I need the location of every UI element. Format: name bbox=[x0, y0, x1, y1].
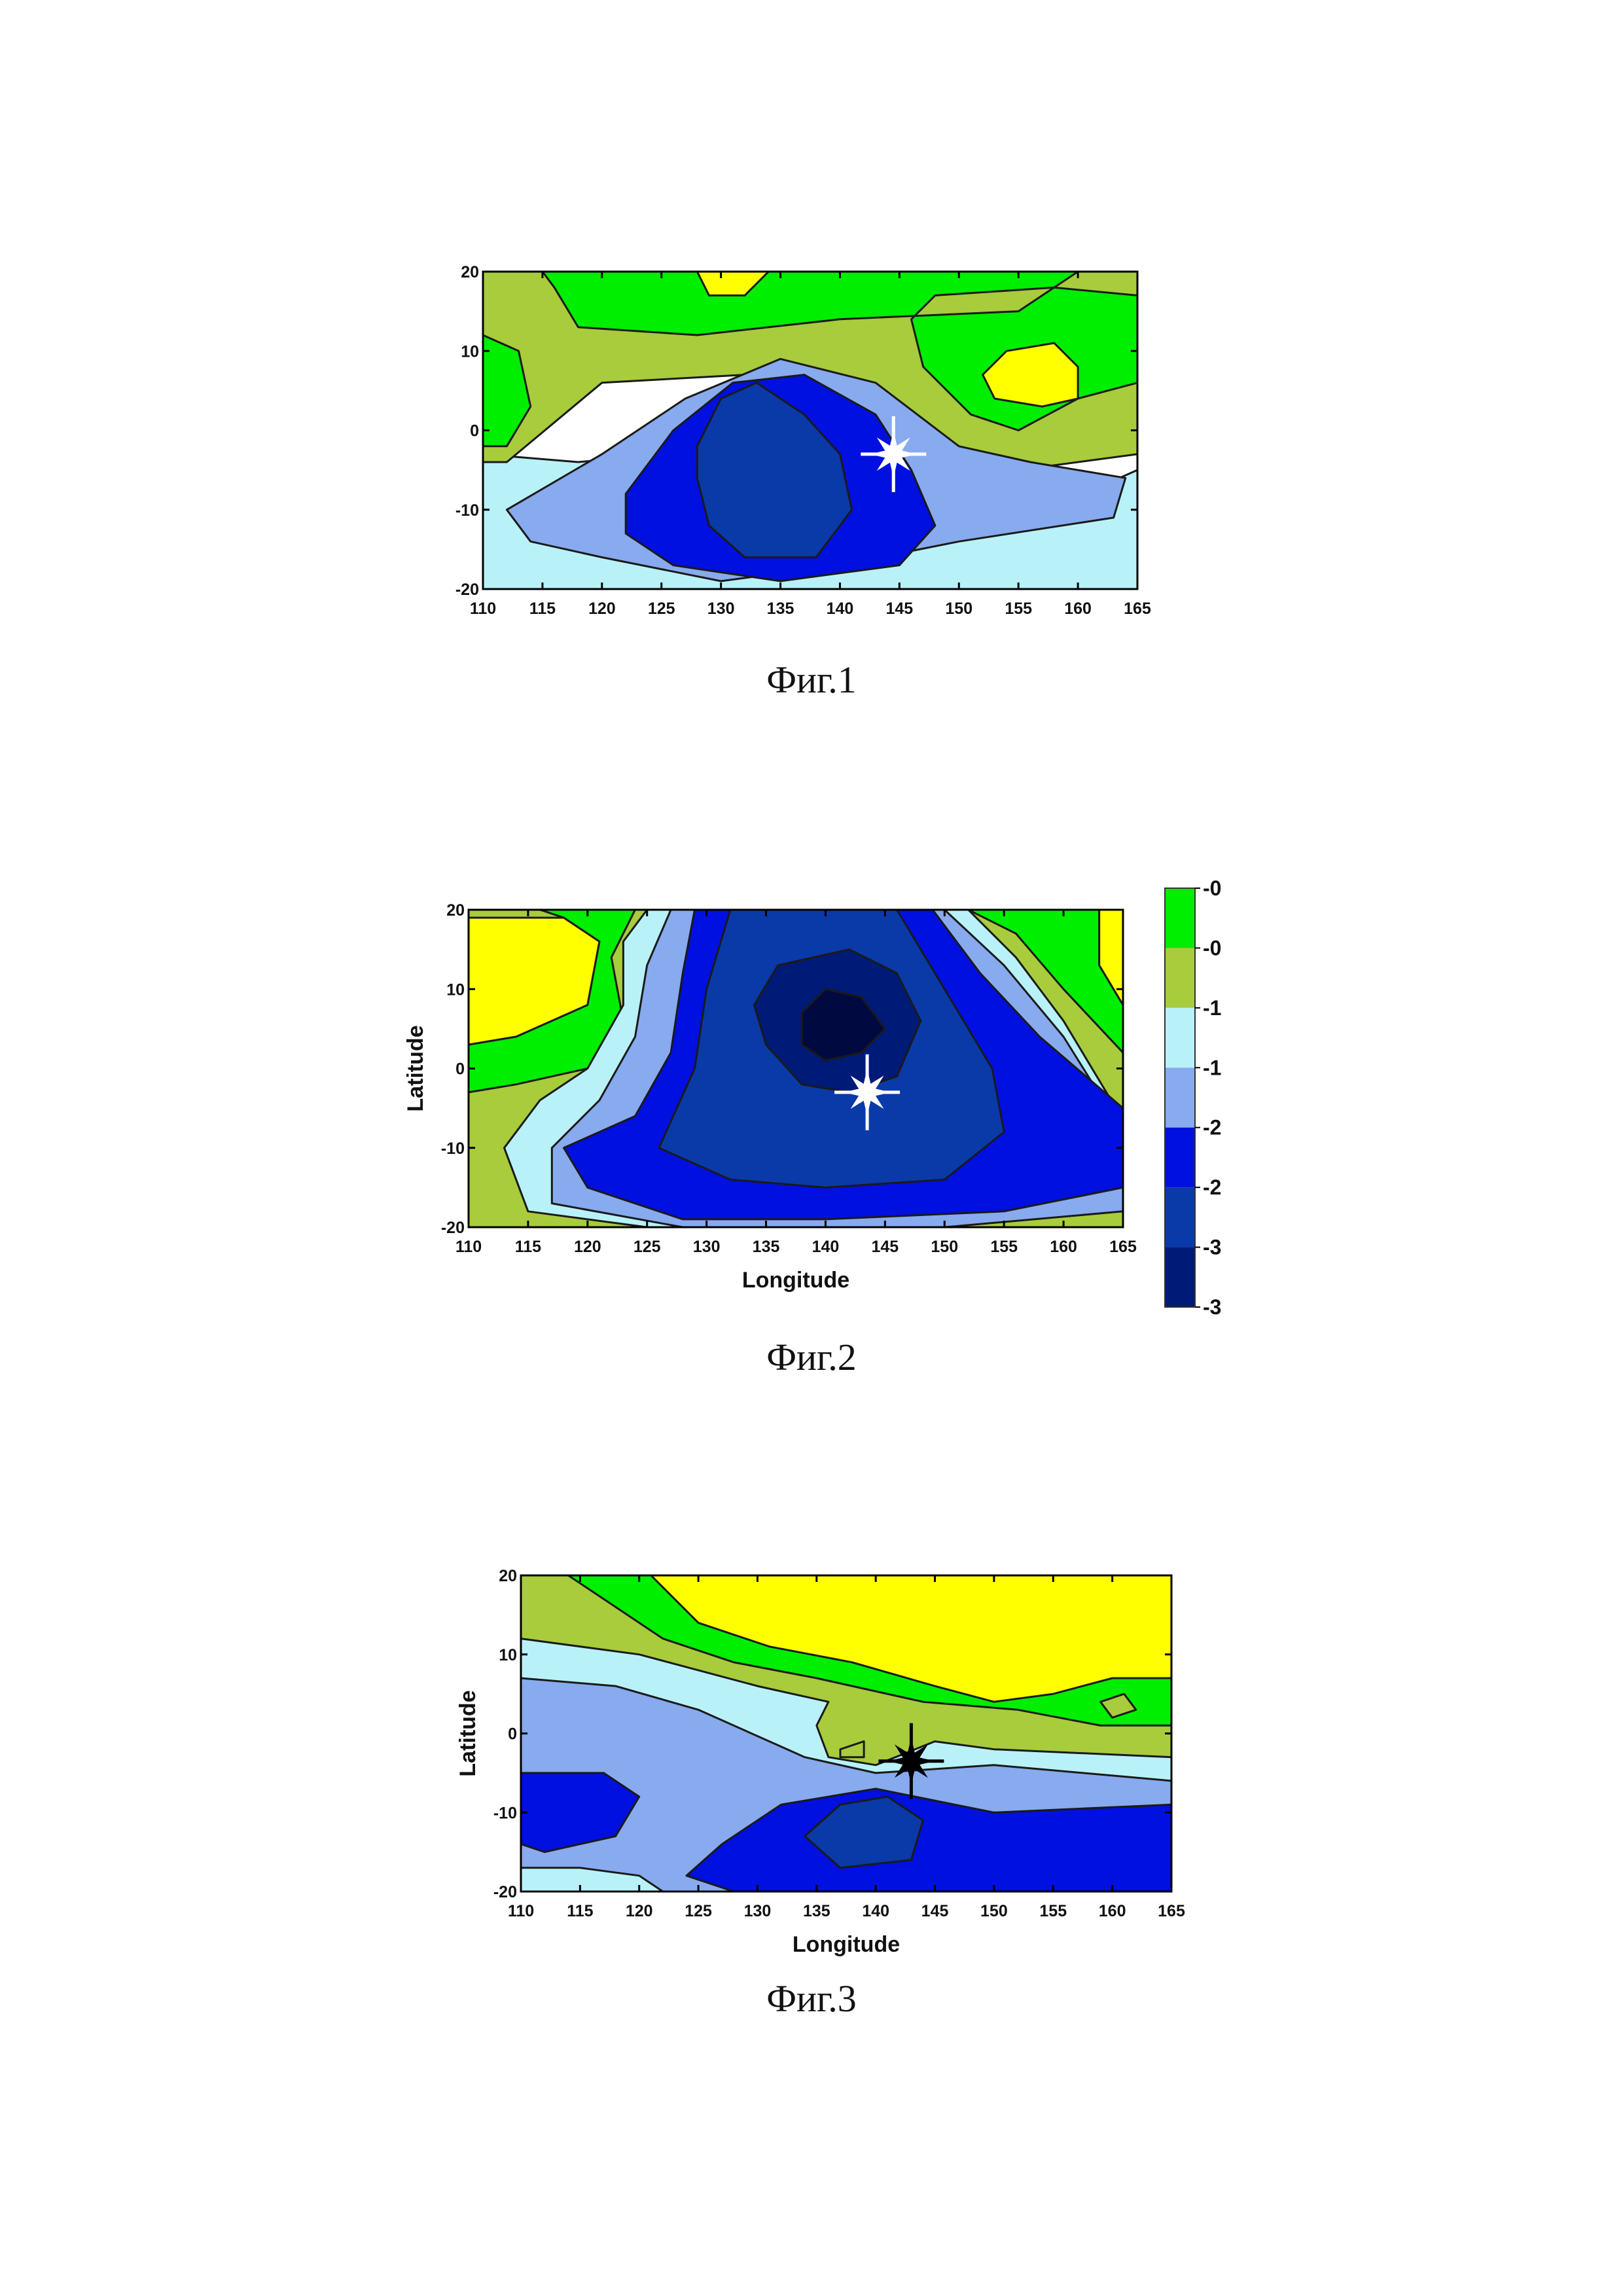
y-tick-label: -10 bbox=[493, 1804, 517, 1822]
y-axis-title: Latitude bbox=[455, 1690, 480, 1776]
x-tick-label: 135 bbox=[803, 1902, 830, 1920]
x-tick-label: 120 bbox=[626, 1902, 653, 1920]
x-tick-label: 155 bbox=[1039, 1902, 1067, 1920]
y-tick-label: -20 bbox=[493, 1883, 517, 1901]
x-tick-label: 150 bbox=[980, 1902, 1008, 1920]
x-tick-label: 160 bbox=[1099, 1902, 1126, 1920]
x-tick-label: 125 bbox=[685, 1902, 712, 1920]
x-tick-label: 130 bbox=[744, 1902, 772, 1920]
x-tick-label: 110 bbox=[508, 1902, 534, 1920]
contour-regions bbox=[521, 1575, 1171, 1892]
y-tick-label: 20 bbox=[499, 1567, 517, 1585]
x-tick-label: 145 bbox=[921, 1902, 949, 1920]
x-tick-label: 115 bbox=[567, 1902, 593, 1920]
x-axis-title: Longitude bbox=[793, 1932, 900, 1957]
contour-map-figure-3: 110 115 120 125 130 135 140 145 150 155 160 165 20 10… bbox=[0, 0, 1623, 1996]
figure-caption-3: Фиг.3 bbox=[0, 1977, 1623, 2020]
y-tick-label: 0 bbox=[508, 1725, 517, 1744]
x-tick-label: 165 bbox=[1158, 1902, 1185, 1920]
y-tick-label: 10 bbox=[499, 1646, 517, 1664]
x-tick-label: 140 bbox=[862, 1902, 889, 1920]
